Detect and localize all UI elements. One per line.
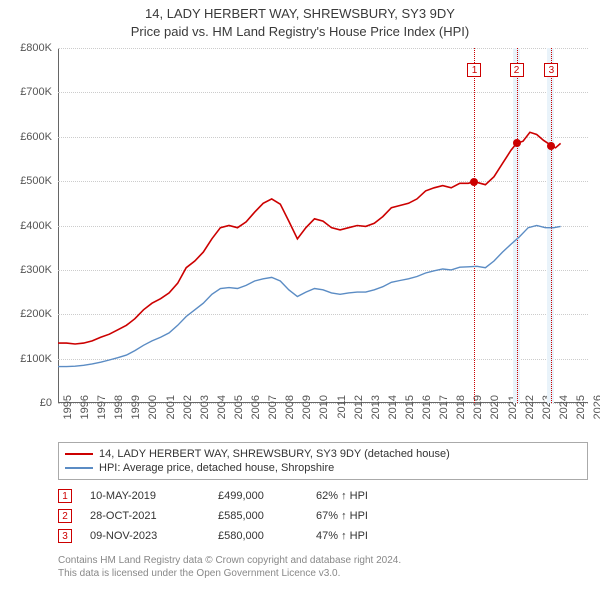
sale-marker-box: 3 xyxy=(544,63,558,77)
sale-dot xyxy=(513,139,521,147)
sale-row-marker: 2 xyxy=(58,509,72,523)
sale-row-marker: 3 xyxy=(58,529,72,543)
series-hpi xyxy=(58,226,561,367)
legend-label: 14, LADY HERBERT WAY, SHREWSBURY, SY3 9D… xyxy=(99,448,450,460)
sale-dot xyxy=(547,142,555,150)
x-tick-label: 2026 xyxy=(592,395,600,427)
sale-row-delta: 47% ↑ HPI xyxy=(316,530,368,542)
sale-row-price: £580,000 xyxy=(218,530,298,542)
legend-item: HPI: Average price, detached house, Shro… xyxy=(65,461,581,475)
y-tick-label: £700K xyxy=(6,86,52,98)
sale-row-date: 09-NOV-2023 xyxy=(90,530,200,542)
sale-row-marker: 1 xyxy=(58,489,72,503)
sale-row: 2 28-OCT-2021 £585,000 67% ↑ HPI xyxy=(58,506,588,526)
y-tick-label: £300K xyxy=(6,264,52,276)
sale-row-date: 10-MAY-2019 xyxy=(90,490,200,502)
sale-row: 3 09-NOV-2023 £580,000 47% ↑ HPI xyxy=(58,526,588,546)
sale-row-delta: 62% ↑ HPI xyxy=(316,490,368,502)
legend-item: 14, LADY HERBERT WAY, SHREWSBURY, SY3 9D… xyxy=(65,447,581,461)
sale-dot xyxy=(470,178,478,186)
sale-row-price: £585,000 xyxy=(218,510,298,522)
y-tick-label: £500K xyxy=(6,175,52,187)
price-chart: £0£100K£200K£300K£400K£500K£600K£700K£80… xyxy=(58,48,588,403)
y-tick-label: £400K xyxy=(6,220,52,232)
footer-line-2: This data is licensed under the Open Gov… xyxy=(58,567,588,580)
sale-row: 1 10-MAY-2019 £499,000 62% ↑ HPI xyxy=(58,486,588,506)
sale-marker-box: 1 xyxy=(467,63,481,77)
y-tick-label: £0 xyxy=(6,397,52,409)
y-tick-label: £100K xyxy=(6,353,52,365)
y-tick-label: £800K xyxy=(6,42,52,54)
footer-attribution: Contains HM Land Registry data © Crown c… xyxy=(58,554,588,580)
legend-label: HPI: Average price, detached house, Shro… xyxy=(99,462,334,474)
plot-area xyxy=(58,48,588,403)
series-price_paid xyxy=(58,132,561,344)
chart-title-subtitle: Price paid vs. HM Land Registry's House … xyxy=(0,24,600,39)
sale-marker-box: 2 xyxy=(510,63,524,77)
sale-row-delta: 67% ↑ HPI xyxy=(316,510,368,522)
legend-swatch xyxy=(65,467,93,469)
legend-swatch xyxy=(65,453,93,455)
chart-title-address: 14, LADY HERBERT WAY, SHREWSBURY, SY3 9D… xyxy=(0,6,600,21)
sales-table: 1 10-MAY-2019 £499,000 62% ↑ HPI 2 28-OCT-202… xyxy=(58,486,588,546)
legend: 14, LADY HERBERT WAY, SHREWSBURY, SY3 9D… xyxy=(58,442,588,480)
sale-row-price: £499,000 xyxy=(218,490,298,502)
y-tick-label: £200K xyxy=(6,308,52,320)
footer-line-1: Contains HM Land Registry data © Crown c… xyxy=(58,554,588,567)
sale-row-date: 28-OCT-2021 xyxy=(90,510,200,522)
y-tick-label: £600K xyxy=(6,131,52,143)
